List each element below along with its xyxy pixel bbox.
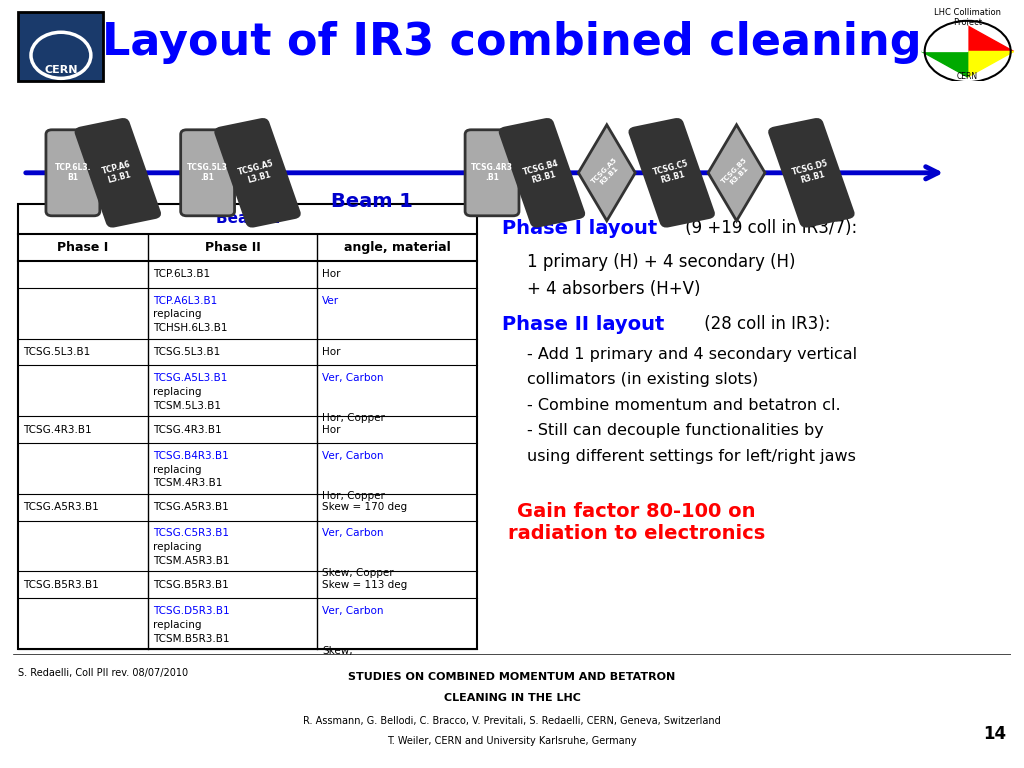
Text: 1 primary (H) + 4 secondary (H): 1 primary (H) + 4 secondary (H) xyxy=(527,253,796,271)
Text: TCSG.4R3
.B1: TCSG.4R3 .B1 xyxy=(471,163,513,183)
Text: TCSG.C5
R3.B1: TCSG.C5 R3.B1 xyxy=(651,159,692,187)
Text: Ver, Carbon: Ver, Carbon xyxy=(323,451,384,461)
Text: Phase I: Phase I xyxy=(57,241,109,254)
FancyBboxPatch shape xyxy=(630,119,714,227)
Text: TCSM.B5R3.B1: TCSM.B5R3.B1 xyxy=(153,634,229,644)
Text: Skew, Copper: Skew, Copper xyxy=(323,568,394,578)
Text: Project: Project xyxy=(953,18,982,27)
FancyBboxPatch shape xyxy=(46,130,99,216)
Text: CLEANING IN THE LHC: CLEANING IN THE LHC xyxy=(443,693,581,703)
Text: TCSG.B4
R3.B1: TCSG.B4 R3.B1 xyxy=(522,159,562,187)
FancyBboxPatch shape xyxy=(216,119,299,227)
Text: TCSG.5L3.B1: TCSG.5L3.B1 xyxy=(23,347,90,357)
Text: TCSG.B5R3.B1: TCSG.B5R3.B1 xyxy=(153,580,228,590)
Text: replacing: replacing xyxy=(153,465,202,475)
Text: LHC Collimation: LHC Collimation xyxy=(934,8,1001,17)
Text: replacing: replacing xyxy=(153,310,202,319)
Text: CERN: CERN xyxy=(44,65,78,75)
Text: Layout of IR3 combined cleaning: Layout of IR3 combined cleaning xyxy=(102,21,922,64)
Text: Hor: Hor xyxy=(323,270,341,280)
Text: Ver: Ver xyxy=(323,296,340,306)
Text: Beam 1: Beam 1 xyxy=(332,192,414,211)
Text: Hor: Hor xyxy=(323,425,341,435)
Text: Phase II layout: Phase II layout xyxy=(502,315,665,334)
Text: TCSG.A5L3.B1: TCSG.A5L3.B1 xyxy=(153,373,227,383)
Text: TCP.6L3.
B1: TCP.6L3. B1 xyxy=(54,163,91,183)
Text: TCP.6L3.B1: TCP.6L3.B1 xyxy=(153,270,210,280)
Text: + 4 absorbers (H+V): + 4 absorbers (H+V) xyxy=(527,280,700,298)
Text: collimators (in existing slots): collimators (in existing slots) xyxy=(527,372,758,388)
FancyBboxPatch shape xyxy=(465,130,519,216)
Text: TCSG.D5R3.B1: TCSG.D5R3.B1 xyxy=(153,606,229,616)
Text: Skew,: Skew, xyxy=(323,646,353,656)
Text: Ver, Carbon: Ver, Carbon xyxy=(323,373,384,383)
Text: TCSG.A5R3.B1: TCSG.A5R3.B1 xyxy=(153,502,228,512)
FancyBboxPatch shape xyxy=(76,119,160,227)
Text: TCSG.4R3.B1: TCSG.4R3.B1 xyxy=(23,425,91,435)
Text: angle, material: angle, material xyxy=(344,241,451,254)
Text: TCSG.4R3.B1: TCSG.4R3.B1 xyxy=(153,425,221,435)
Polygon shape xyxy=(709,124,765,221)
Text: TCSM.4R3.B1: TCSM.4R3.B1 xyxy=(153,478,222,488)
Text: Hor, Copper: Hor, Copper xyxy=(323,491,385,501)
Text: Skew = 170 deg: Skew = 170 deg xyxy=(323,502,408,512)
Text: TCSG.5L3.B1: TCSG.5L3.B1 xyxy=(153,347,220,357)
FancyBboxPatch shape xyxy=(500,119,584,227)
Text: TCSM.5L3.B1: TCSM.5L3.B1 xyxy=(153,401,221,411)
Text: TCSG.D5
R3.B1: TCSG.D5 R3.B1 xyxy=(791,159,831,187)
Bar xyxy=(18,204,477,649)
Text: replacing: replacing xyxy=(153,620,202,630)
Text: STUDIES ON COMBINED MOMENTUM AND BETATRON: STUDIES ON COMBINED MOMENTUM AND BETATRO… xyxy=(348,672,676,682)
Polygon shape xyxy=(922,26,968,51)
Text: replacing: replacing xyxy=(153,542,202,552)
FancyBboxPatch shape xyxy=(18,12,102,81)
Text: CERN: CERN xyxy=(957,71,978,81)
Text: Gain factor 80-100 on
radiation to electronics: Gain factor 80-100 on radiation to elect… xyxy=(508,502,765,543)
Text: TCSG.B5
R3.B1: TCSG.B5 R3.B1 xyxy=(720,156,753,190)
Text: Hor: Hor xyxy=(323,347,341,357)
Text: - Still can decouple functionalities by: - Still can decouple functionalities by xyxy=(527,423,823,439)
Text: Beam 1: Beam 1 xyxy=(215,211,280,227)
Text: - Combine momentum and betatron cl.: - Combine momentum and betatron cl. xyxy=(527,398,841,413)
Text: TCSG.C5R3.B1: TCSG.C5R3.B1 xyxy=(153,528,228,538)
Text: 14: 14 xyxy=(983,726,1006,743)
Text: TCSG.B4R3.B1: TCSG.B4R3.B1 xyxy=(153,451,228,461)
Text: TCP.A6
L3.B1: TCP.A6 L3.B1 xyxy=(101,160,134,186)
Text: TCSM.A5R3.B1: TCSM.A5R3.B1 xyxy=(153,556,229,566)
Text: Ver, Carbon: Ver, Carbon xyxy=(323,606,384,616)
Text: Hor, Copper: Hor, Copper xyxy=(323,413,385,423)
Polygon shape xyxy=(579,124,635,221)
Text: TCP.A6L3.B1: TCP.A6L3.B1 xyxy=(153,296,217,306)
Polygon shape xyxy=(968,51,1014,77)
FancyBboxPatch shape xyxy=(770,119,853,227)
Text: Ver, Carbon: Ver, Carbon xyxy=(323,528,384,538)
Text: (9 +19 coll in IR3/7):: (9 +19 coll in IR3/7): xyxy=(680,219,857,237)
Text: TCSG.B5R3.B1: TCSG.B5R3.B1 xyxy=(23,580,98,590)
Text: R. Assmann, G. Bellodi, C. Bracco, V. Previtali, S. Redaelli, CERN, Geneva, Swit: R. Assmann, G. Bellodi, C. Bracco, V. Pr… xyxy=(303,716,721,726)
Text: replacing: replacing xyxy=(153,387,202,397)
Text: TCSG.A5
R3.B1: TCSG.A5 R3.B1 xyxy=(590,156,624,190)
Text: T. Weiler, CERN and University Karlsruhe, Germany: T. Weiler, CERN and University Karlsruhe… xyxy=(387,736,637,746)
FancyBboxPatch shape xyxy=(180,130,234,216)
Polygon shape xyxy=(922,51,968,77)
Text: S. Redaelli, Coll PII rev. 08/07/2010: S. Redaelli, Coll PII rev. 08/07/2010 xyxy=(18,668,188,678)
Text: Skew = 113 deg: Skew = 113 deg xyxy=(323,580,408,590)
Text: TCHSH.6L3.B1: TCHSH.6L3.B1 xyxy=(153,323,227,333)
Polygon shape xyxy=(968,26,1014,51)
Text: - Add 1 primary and 4 secondary vertical: - Add 1 primary and 4 secondary vertical xyxy=(527,347,857,362)
Text: TCSG.5L3
.B1: TCSG.5L3 .B1 xyxy=(187,163,228,183)
Text: (28 coll in IR3):: (28 coll in IR3): xyxy=(698,315,830,333)
Text: TCSG.A5
L3.B1: TCSG.A5 L3.B1 xyxy=(238,159,278,187)
Text: Phase II: Phase II xyxy=(205,241,260,254)
Text: TCSG.A5R3.B1: TCSG.A5R3.B1 xyxy=(23,502,98,512)
Text: Phase I layout: Phase I layout xyxy=(502,219,657,238)
Text: using different settings for left/right jaws: using different settings for left/right … xyxy=(527,449,856,464)
